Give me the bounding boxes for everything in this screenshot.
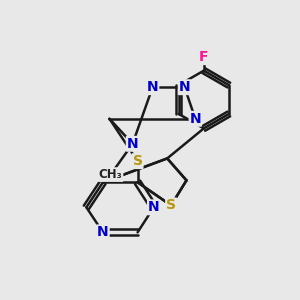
Text: N: N [148, 200, 160, 214]
Text: S: S [166, 198, 176, 212]
Text: S: S [133, 154, 142, 168]
Text: F: F [199, 50, 208, 64]
Text: N: N [179, 80, 190, 94]
Text: N: N [190, 112, 201, 126]
Text: N: N [127, 137, 138, 151]
Text: CH₃: CH₃ [99, 168, 122, 181]
Text: N: N [97, 225, 109, 239]
Text: N: N [147, 80, 158, 94]
